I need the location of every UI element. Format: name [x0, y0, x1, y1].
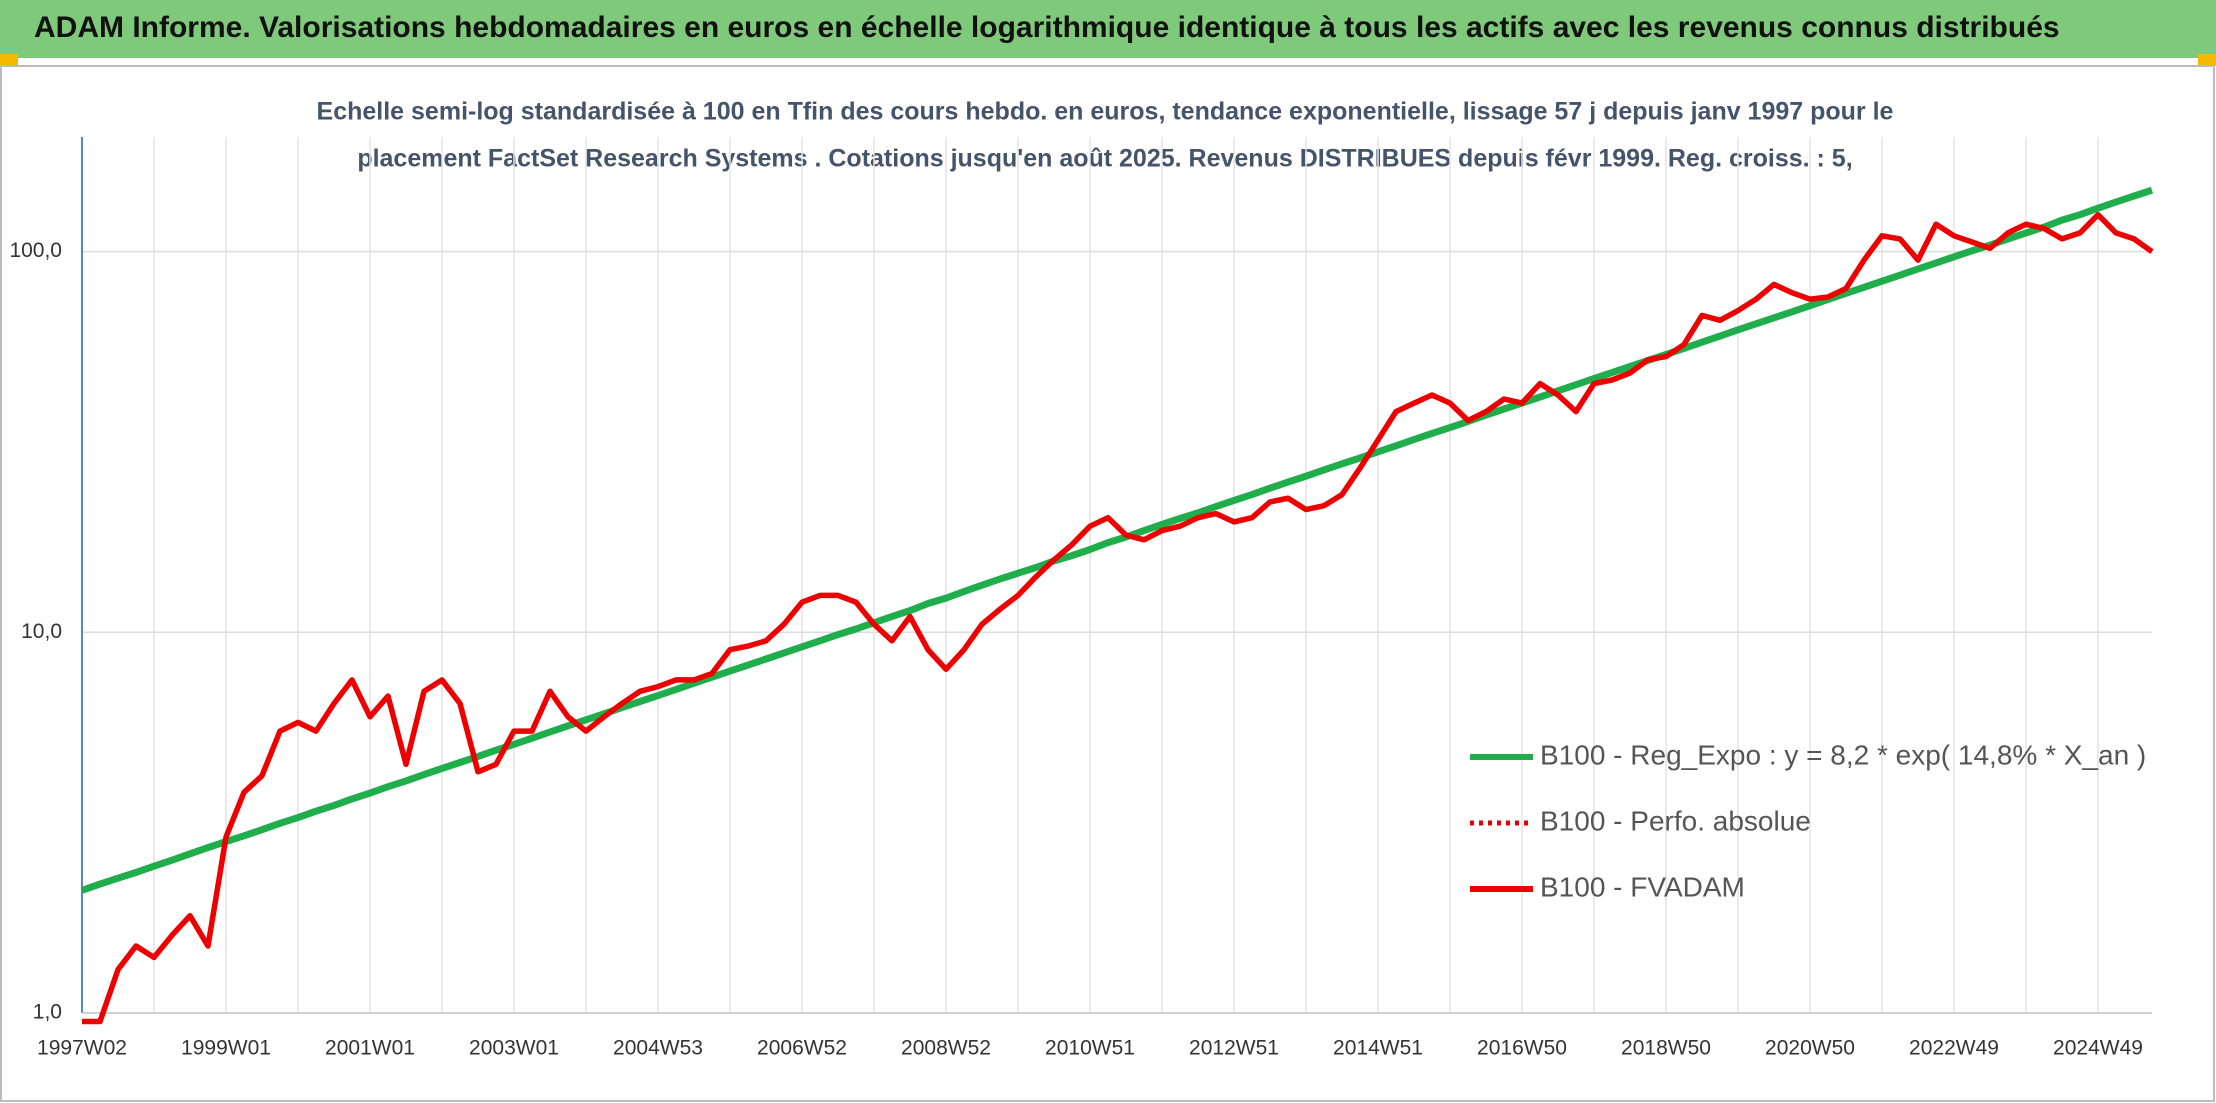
x-tick-label: 2004W53	[613, 1037, 703, 1060]
legend-label: B100 - FVADAM	[1540, 871, 1745, 902]
corner-mark	[2198, 54, 2216, 66]
y-tick-label: 100,0	[9, 239, 62, 262]
x-tick-label: 2003W01	[469, 1037, 559, 1060]
chart-title: ADAM Informe. Valorisations hebdomadaire…	[34, 11, 2060, 44]
legend-label: B100 - Reg_Expo : y = 8,2 * exp( 14,8% *…	[1540, 739, 2146, 770]
x-tick-label: 2006W52	[757, 1037, 847, 1060]
x-tick-label: 2014W51	[1333, 1037, 1423, 1060]
x-tick-label: 2018W50	[1621, 1037, 1711, 1060]
series-line	[82, 211, 2154, 1025]
x-tick-label: 2022W49	[1909, 1037, 1999, 1060]
y-tick-label: 10,0	[21, 620, 62, 643]
x-tick-label: 2001W01	[325, 1037, 415, 1060]
y-tick-label: 1,0	[33, 1001, 62, 1024]
x-tick-label: 2024W49	[2053, 1037, 2143, 1060]
title-banner	[0, 0, 2216, 58]
x-tick-label: 2012W51	[1189, 1037, 1279, 1060]
chart-subtitle: placement FactSet Research Systems . Cot…	[357, 145, 1852, 173]
chart-frame	[0, 65, 2215, 1102]
series-line	[80, 186, 2154, 894]
x-tick-label: 2010W51	[1045, 1037, 1135, 1060]
legend-label: B100 - Perfo. absolue	[1540, 805, 1811, 836]
chart-subtitle: Echelle semi-log standardisée à 100 en T…	[317, 98, 1894, 126]
corner-mark	[0, 54, 18, 66]
x-tick-label: 1997W02	[37, 1037, 127, 1060]
x-tick-label: 1999W01	[181, 1037, 271, 1060]
x-tick-label: 2016W50	[1477, 1037, 1567, 1060]
x-tick-label: 2008W52	[901, 1037, 991, 1060]
x-tick-label: 2020W50	[1765, 1037, 1855, 1060]
